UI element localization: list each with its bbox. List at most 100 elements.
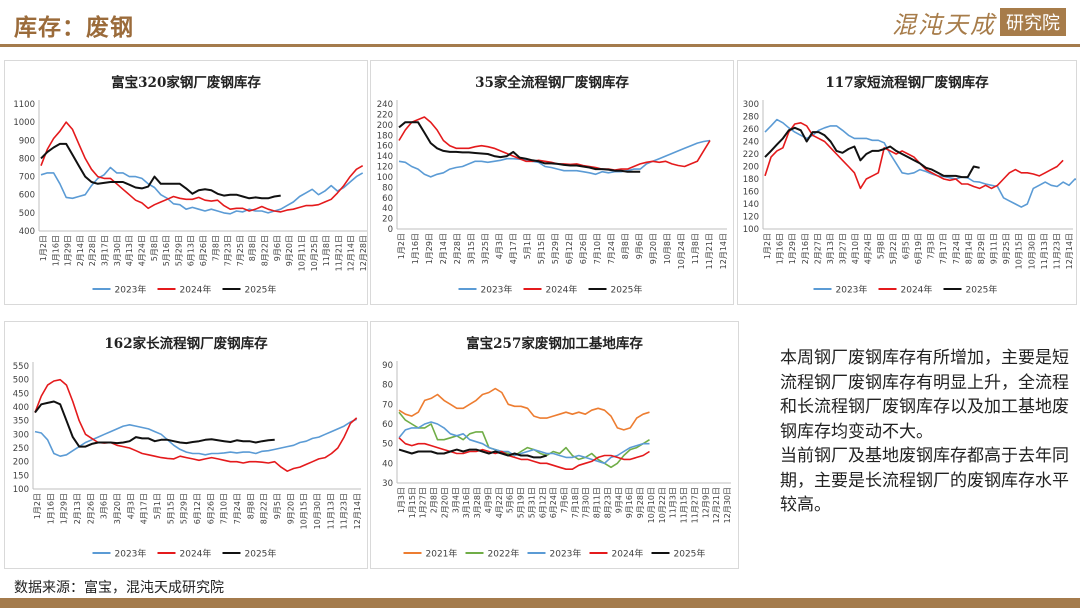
y-tick-label: 60	[382, 194, 393, 204]
x-tick-label: 4月22日	[495, 487, 504, 518]
legend-label: 2024年	[901, 284, 933, 296]
x-tick-label: 1月3日	[397, 487, 406, 513]
x-tick-label: 10月25日	[310, 235, 319, 271]
y-tick-label: 180	[377, 131, 393, 141]
x-tick-label: 3月25日	[481, 233, 490, 264]
x-tick-label: 5月8日	[876, 233, 885, 259]
x-tick-label: 2月28日	[88, 235, 97, 266]
brand-script: 混沌天成	[892, 10, 996, 39]
x-tick-label: 5月1日	[153, 493, 162, 519]
legend-label: 2025年	[611, 284, 643, 296]
y-tick-label: 200	[377, 121, 393, 131]
chart-panel-1: 富宝320家钢厂废钢库存 400 500 600 700 800 900 1000 1100 1…	[4, 60, 368, 305]
chart-svg: 100 150 200 250 300 350 400 450 500 550 1月2日 1月16日 1…	[13, 362, 362, 560]
x-tick-label: 3月30日	[113, 235, 122, 266]
x-tick-label: 11月8日	[322, 235, 331, 266]
x-tick-label: 3月17日	[101, 235, 110, 266]
x-tick-label: 5月8日	[150, 235, 159, 261]
y-tick-label: 500	[19, 209, 35, 219]
y-tick-label: 80	[382, 381, 393, 391]
x-tick-label: 7月24日	[607, 233, 616, 264]
x-tick-label: 8月11日	[593, 487, 602, 518]
y-tick-label: 40	[382, 204, 393, 214]
legend-label: 2023年	[115, 284, 147, 296]
x-tick-label: 1月16日	[46, 493, 55, 524]
x-tick-label: 5月31日	[527, 487, 536, 518]
x-tick-label: 10月30日	[313, 493, 322, 529]
x-tick-label: 4月17日	[140, 493, 149, 524]
x-tick-label: 1月2日	[397, 233, 406, 259]
x-tick-label: 11月27日	[690, 487, 699, 523]
x-tick-label: 1月2日	[763, 233, 772, 259]
x-tick-label: 5月15日	[166, 493, 175, 524]
x-tick-label: 8月8日	[246, 493, 255, 519]
x-tick-label: 10月11日	[297, 235, 306, 271]
x-tick-label: 1月16日	[51, 235, 60, 266]
y-tick-label: 600	[19, 191, 35, 201]
x-tick-label: 12月14日	[353, 493, 362, 529]
y-tick-label: 60	[382, 420, 393, 430]
x-tick-label: 3月15日	[467, 233, 476, 264]
x-tick-label: 4月17日	[509, 233, 518, 264]
x-tick-label: 9月11日	[990, 233, 999, 264]
x-tick-label: 5月6日	[506, 487, 515, 513]
series-line-2025	[398, 448, 547, 459]
chart-svg: 400 500 600 700 800 900 1000 1100 1月2日 1月16日 1月29日…	[13, 100, 367, 296]
y-tick-label: 200	[743, 163, 759, 173]
x-tick-label: 2月8日	[430, 487, 439, 513]
y-tick-label: 120	[377, 163, 393, 173]
x-tick-label: 5月16日	[162, 235, 171, 266]
chart-title: 35家全流程钢厂废钢库存	[475, 75, 629, 91]
x-tick-label: 9月5日	[273, 493, 282, 519]
y-tick-label: 100	[377, 173, 393, 183]
y-tick-label: 90	[382, 361, 393, 371]
x-tick-label: 2月14日	[76, 235, 85, 266]
x-tick-label: 5月29日	[551, 233, 560, 264]
series-line-2023	[398, 421, 650, 465]
legend-label: 2025年	[245, 548, 277, 560]
legend-label: 2023年	[481, 284, 513, 296]
x-tick-label: 9月25日	[1002, 233, 1011, 264]
y-tick-label: 700	[19, 173, 35, 183]
chart-title: 162家长流程钢厂废钢库存	[104, 336, 268, 352]
x-tick-label: 9月20日	[286, 493, 295, 524]
chart-title: 富宝257家废钢加工基地库存	[466, 336, 643, 352]
y-tick-label: 140	[743, 200, 759, 210]
legend-label: 2024年	[546, 284, 578, 296]
x-tick-label: 6月5日	[901, 233, 910, 259]
legend-label: 2025年	[966, 284, 998, 296]
x-tick-label: 8月8日	[248, 235, 257, 261]
y-tick-label: 260	[743, 125, 759, 135]
footer-bar	[0, 598, 1080, 608]
commentary-paragraph-2: 当前钢厂及基地废钢库存都高于去年同期，主要是长流程钢厂的废钢库存水平较高。	[780, 446, 1069, 515]
x-tick-label: 1月29日	[788, 233, 797, 264]
y-tick-label: 20	[382, 215, 393, 225]
x-tick-label: 1月27日	[419, 487, 428, 518]
page-title: 库存：废钢	[14, 14, 134, 41]
x-tick-label: 11月3日	[669, 487, 678, 518]
series-line-2025	[398, 121, 641, 173]
x-tick-label: 12月14日	[347, 235, 356, 271]
x-tick-label: 1月29日	[425, 233, 434, 264]
series-line-2022	[398, 411, 650, 469]
x-tick-label: 3月4日	[451, 487, 460, 513]
x-tick-label: 6月13日	[187, 235, 196, 266]
x-tick-label: 11月13日	[1040, 233, 1049, 269]
y-tick-label: 120	[743, 213, 759, 223]
x-tick-label: 12月21日	[712, 487, 721, 523]
y-tick-label: 160	[377, 142, 393, 152]
series-line-2025	[34, 400, 275, 448]
x-tick-label: 4月13日	[125, 235, 134, 266]
x-tick-label: 1月16日	[776, 233, 785, 264]
x-tick-label: 1月29日	[64, 235, 73, 266]
legend-label: 2024年	[180, 548, 212, 560]
x-tick-label: 6月26日	[579, 233, 588, 264]
series-line-2024	[764, 121, 1064, 190]
x-tick-label: 10月24日	[677, 233, 686, 269]
header-divider	[0, 44, 1080, 47]
x-tick-label: 3月27日	[839, 233, 848, 264]
x-tick-label: 8月14日	[964, 233, 973, 264]
x-tick-label: 7月23日	[224, 235, 233, 266]
x-tick-label: 3月6日	[100, 493, 109, 519]
